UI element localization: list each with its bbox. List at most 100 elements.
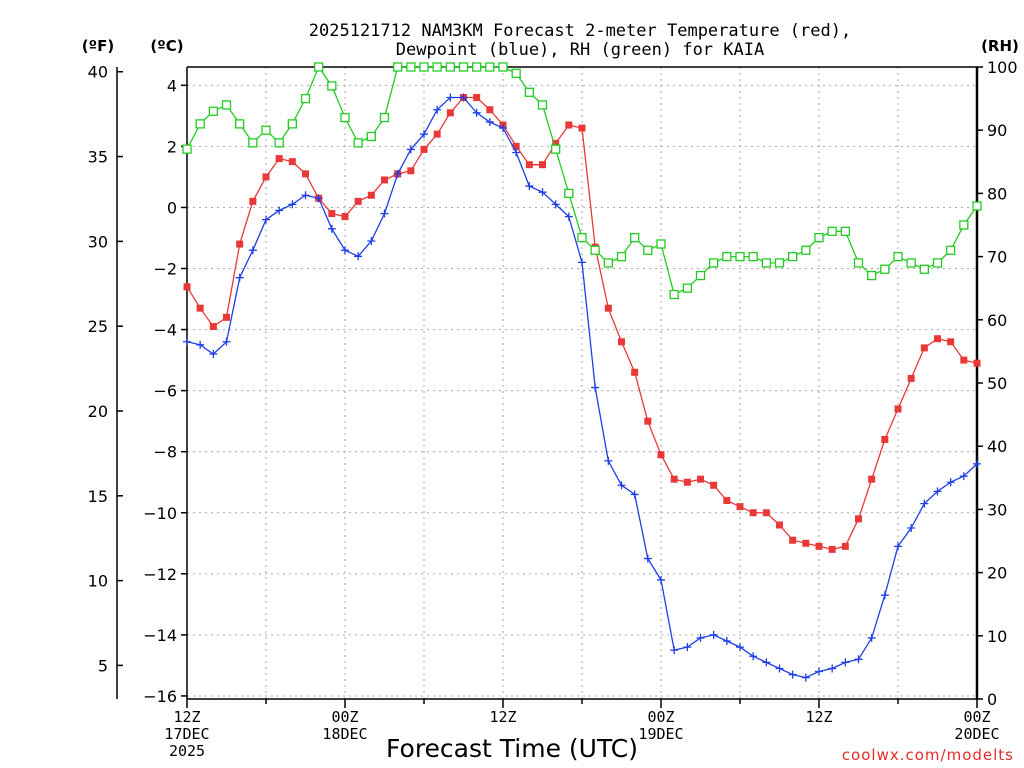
2-meter-temperature-point [288,158,296,166]
2-meter-temperature-point [196,304,204,312]
dewpoint-point [301,191,310,200]
dewpoint-point [275,206,284,215]
rh-point [393,62,403,72]
celsius-tick-label: −12 [143,565,177,584]
2-meter-temperature-point [262,173,270,181]
2-meter-temperature-point [973,359,981,367]
dewpoint-point [459,93,468,102]
rh-point [458,62,469,72]
dewpoint-point [538,188,547,197]
2-meter-temperature-point [841,542,849,550]
x-tick-label: 2025 [169,742,205,760]
rh-tick-label: 100 [987,58,1018,77]
rh-tick-label: 70 [987,248,1007,267]
fahrenheit-tick-label: 15 [88,487,108,506]
2-meter-temperature-point [828,545,836,553]
celsius-tick-label: −6 [153,382,177,401]
2-meter-temperature-point [960,356,968,364]
dewpoint-point [736,643,744,652]
rh-point [709,258,719,268]
rh-point [932,258,943,268]
dewpoint-point [196,340,205,349]
rh-point [603,258,613,268]
chart-title: 2025121712 NAM3KM Forecast 2-meter Tempe… [309,21,851,41]
2-meter-temperature-point [367,191,375,199]
2-meter-temperature-point [183,283,191,291]
series-layer [182,62,982,682]
rh-point [314,62,324,72]
2-meter-temperature-point [947,338,955,346]
x-tick-label: 18DEC [322,725,367,743]
dewpoint-point [630,490,639,499]
celsius-tick-label: −14 [143,626,177,645]
dewpoint-point [288,200,297,209]
dewpoint-point [591,383,600,392]
rh-point [893,251,903,262]
dewpoint-point [472,108,481,117]
rh-point [722,251,732,262]
2-meter-temperature-point [565,121,573,129]
2-meter-temperature-point [302,170,309,178]
celsius-tick-label: 2 [167,137,177,156]
dewpoint-point [314,194,323,203]
2-meter-temperature-point [223,313,230,321]
rh-point [208,106,218,116]
rh-point [761,258,771,268]
rh-point [353,138,363,148]
rh-tick-label: 0 [987,690,997,709]
rh-point [327,81,337,91]
dewpoint-point [828,664,837,673]
2-meter-temperature-point [881,435,889,443]
rh-point [300,93,311,104]
x-tick-label: 12Z [805,708,832,726]
dewpoint-point [525,182,534,191]
2-meter-temperature-point [433,130,441,138]
2-meter-temperature-point [236,240,244,248]
2-meter-temperature-point [644,417,652,425]
dewpoint-point [657,575,665,584]
dewpoint-point [880,591,889,600]
dewpoint-point [920,499,929,508]
rh-point [774,258,785,268]
rh-point [788,251,798,262]
x-tick-label: 12Z [173,708,200,726]
dewpoint-point [801,673,810,682]
rh-point [827,226,837,236]
rh-tick-label: 10 [987,627,1007,646]
celsius-tick-label: 4 [167,76,177,95]
dewpoint-point [209,349,218,358]
2-meter-temperature-point [894,405,902,413]
unit-label-rh: (RH) [981,37,1019,55]
rh-point [919,264,929,274]
x-tick-label: 19DEC [638,725,683,743]
2-meter-temperature-point [934,335,941,343]
rh-point [669,289,679,300]
rh-point [867,270,877,281]
2-meter-temperature-point [446,109,454,117]
fahrenheit-tick-label: 30 [88,232,108,251]
dewpoint-point [670,646,679,655]
rh-point [274,138,284,148]
rh-point [748,251,758,262]
celsius-tick-label: −2 [153,260,177,279]
rh-tick-label: 90 [987,121,1007,140]
dewpoint-point [354,252,363,261]
rh-point [182,144,192,154]
fahrenheit-tick-label: 10 [88,572,108,591]
dewpoint-point [775,664,784,673]
rh-tick-label: 60 [987,311,1007,330]
rh-point [445,62,455,72]
rh-point [735,251,745,262]
x-tick-label: 12Z [489,708,516,726]
rh-tick-label: 80 [987,184,1007,203]
2-meter-temperature-point [407,167,415,175]
2-meter-temperature-point [776,521,783,529]
rh-point [682,283,692,293]
dewpoint-point [367,237,376,246]
x-tick-label: 20DEC [954,725,999,743]
2-meter-temperature-point [749,509,757,517]
2-meter-temperature-point [539,161,546,169]
dewpoint-point [894,542,902,551]
